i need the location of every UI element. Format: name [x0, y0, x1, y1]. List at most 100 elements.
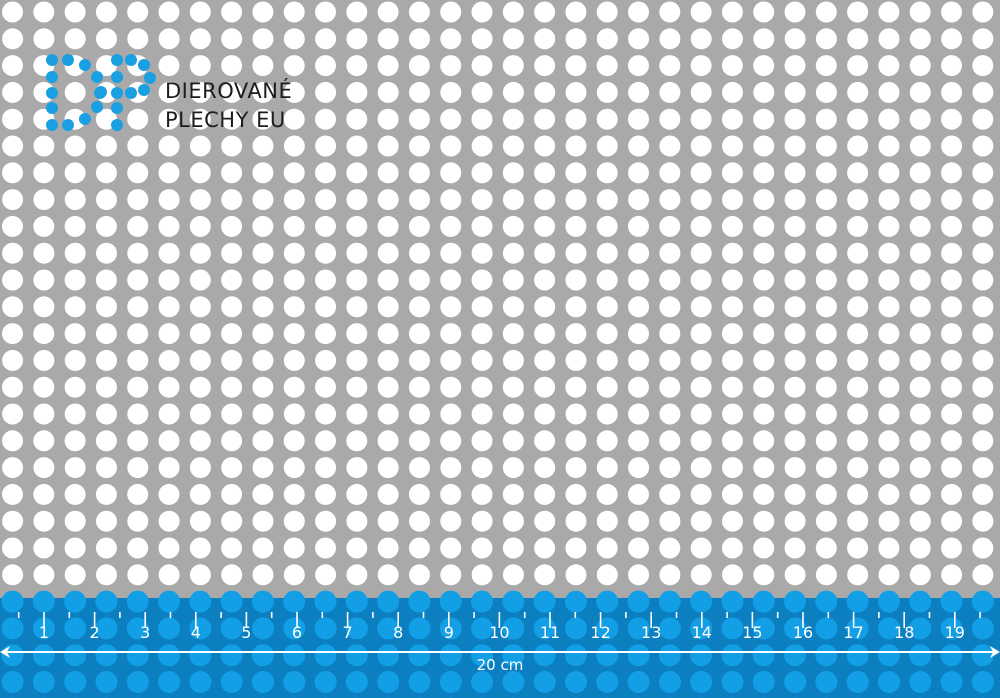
sheet-hole	[189, 537, 211, 559]
sheet-hole	[33, 403, 55, 425]
sheet-hole	[440, 349, 462, 371]
sheet-hole	[659, 430, 681, 452]
sheet-hole	[784, 510, 806, 532]
ruler-hole	[846, 644, 869, 667]
sheet-hole	[221, 296, 243, 318]
sheet-hole	[252, 296, 274, 318]
sheet-hole	[753, 55, 775, 77]
sheet-hole	[127, 135, 149, 157]
ruler-hole	[345, 590, 368, 613]
sheet-hole	[596, 162, 618, 184]
sheet-hole	[315, 483, 336, 505]
sheet-hole	[628, 189, 650, 211]
sheet-hole	[659, 483, 681, 505]
sheet-hole	[64, 564, 86, 586]
ruler-hole	[471, 617, 494, 640]
sheet-hole	[471, 1, 493, 23]
sheet-hole	[346, 108, 368, 130]
sheet-hole	[753, 162, 775, 184]
sheet-hole	[690, 510, 712, 532]
sheet-hole	[221, 189, 243, 211]
sheet-hole	[878, 483, 900, 505]
sheet-hole	[847, 323, 869, 345]
ruler-hole	[408, 644, 431, 667]
sheet-hole	[64, 323, 86, 345]
sheet-hole	[409, 28, 430, 50]
sheet-hole	[96, 457, 117, 479]
sheet-hole	[440, 55, 462, 77]
ruler-label: 18	[894, 623, 915, 642]
sheet-hole	[127, 1, 149, 23]
sheet-hole	[283, 403, 305, 425]
sheet-hole	[941, 108, 962, 130]
sheet-hole	[815, 108, 837, 130]
ruler-hole	[971, 590, 994, 613]
sheet-hole	[815, 457, 837, 479]
ruler-label: 10	[489, 623, 510, 642]
sheet-hole	[909, 162, 931, 184]
logo-dot	[46, 87, 58, 99]
sheet-hole	[346, 242, 368, 264]
sheet-hole	[784, 55, 806, 77]
sheet-hole	[565, 1, 587, 23]
sheet-hole	[64, 1, 86, 23]
sheet-hole	[377, 215, 399, 237]
sheet-hole	[847, 135, 869, 157]
sheet-hole	[440, 1, 462, 23]
sheet-hole	[377, 28, 399, 50]
sheet-hole	[659, 510, 681, 532]
ruler-hole	[1, 671, 24, 693]
ruler-hole	[846, 617, 869, 640]
ruler-hole	[721, 617, 744, 640]
sheet-hole	[534, 135, 556, 157]
sheet-hole	[96, 296, 117, 318]
sheet-hole	[972, 189, 994, 211]
sheet-hole	[690, 403, 712, 425]
sheet-hole	[33, 296, 55, 318]
ruler-hole	[220, 644, 243, 667]
sheet-hole	[909, 430, 931, 452]
sheet-hole	[847, 108, 869, 130]
ruler-hole	[784, 617, 807, 640]
sheet-hole	[690, 108, 712, 130]
sheet-hole	[847, 376, 869, 398]
sheet-hole	[815, 135, 837, 157]
sheet-hole	[64, 403, 86, 425]
sheet-hole	[502, 564, 524, 586]
ruler-hole	[64, 644, 87, 667]
sheet-hole	[972, 28, 994, 50]
sheet-hole	[95, 269, 117, 291]
sheet-hole	[815, 510, 837, 532]
sheet-hole	[409, 189, 430, 211]
sheet-hole	[346, 28, 368, 50]
sheet-hole	[252, 269, 274, 291]
sheet-hole	[64, 296, 86, 318]
sheet-hole	[565, 28, 587, 50]
sheet-hole	[189, 1, 211, 23]
sheet-hole	[565, 81, 587, 103]
sheet-hole	[315, 162, 336, 184]
sheet-hole	[972, 349, 994, 371]
sheet-hole	[440, 457, 462, 479]
sheet-hole	[534, 81, 556, 103]
sheet-hole	[909, 537, 931, 559]
ruler-hole	[32, 644, 55, 667]
logo-dot	[94, 87, 106, 99]
ruler-hole	[721, 590, 744, 613]
sheet-hole	[941, 269, 962, 291]
sheet-hole	[158, 1, 180, 23]
sheet-hole	[221, 349, 243, 371]
sheet-hole	[440, 430, 462, 452]
sheet-hole	[127, 269, 149, 291]
sheet-hole	[64, 269, 86, 291]
sheet-hole	[878, 403, 900, 425]
sheet-hole	[909, 510, 931, 532]
sheet-hole	[659, 457, 681, 479]
sheet-hole	[315, 242, 337, 264]
sheet-hole	[315, 376, 336, 398]
sheet-hole	[409, 457, 430, 479]
sheet-hole	[753, 189, 775, 211]
sheet-hole	[534, 483, 556, 505]
sheet-hole	[565, 189, 587, 211]
